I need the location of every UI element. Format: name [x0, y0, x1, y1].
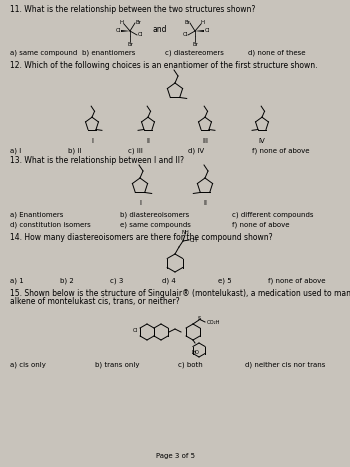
Text: f) none of above: f) none of above — [252, 148, 309, 155]
Text: and: and — [153, 24, 167, 34]
Text: d) constitution isomers: d) constitution isomers — [10, 221, 91, 227]
Text: 15. Shown below is the structure of Singulair® (montelukast), a medication used : 15. Shown below is the structure of Sing… — [10, 289, 350, 298]
Text: e) 5: e) 5 — [218, 277, 232, 283]
Text: OH: OH — [190, 238, 198, 242]
Text: a) Enantiomers: a) Enantiomers — [10, 211, 63, 218]
Text: c) 3: c) 3 — [110, 277, 123, 283]
Text: Br: Br — [135, 20, 141, 24]
Text: b) II: b) II — [68, 148, 81, 155]
Text: II: II — [203, 200, 207, 206]
Text: Br: Br — [192, 42, 198, 47]
Text: b) enantiomers: b) enantiomers — [82, 49, 135, 56]
Polygon shape — [121, 30, 130, 32]
Text: 13. What is the relationship between I and II?: 13. What is the relationship between I a… — [10, 156, 184, 165]
Text: b) diastereoisomers: b) diastereoisomers — [120, 211, 189, 218]
Text: d) neither cis nor trans: d) neither cis nor trans — [245, 362, 326, 368]
Text: Br: Br — [127, 42, 133, 47]
Text: I: I — [139, 200, 141, 206]
Text: f) none of above: f) none of above — [268, 277, 326, 283]
Text: c) both: c) both — [178, 362, 203, 368]
Text: NH: NH — [181, 231, 189, 235]
Text: IV: IV — [259, 138, 265, 144]
Text: a) cis only: a) cis only — [10, 362, 46, 368]
Text: III: III — [202, 138, 208, 144]
Text: Cl: Cl — [137, 33, 143, 37]
Text: a) I: a) I — [10, 148, 21, 155]
Text: 11. What is the relationship between the two structures shown?: 11. What is the relationship between the… — [10, 5, 256, 14]
Text: f) none of above: f) none of above — [232, 221, 289, 227]
Text: a) same compound: a) same compound — [10, 49, 77, 56]
Text: II: II — [146, 138, 150, 144]
Text: c) III: c) III — [128, 148, 143, 155]
Text: d) 4: d) 4 — [162, 277, 176, 283]
Text: a) 1: a) 1 — [10, 277, 24, 283]
Text: Cl: Cl — [132, 327, 138, 333]
Polygon shape — [195, 30, 204, 32]
Text: I: I — [91, 138, 93, 144]
Text: CO₂H: CO₂H — [207, 319, 220, 325]
Text: Cl: Cl — [204, 28, 210, 34]
Text: d) IV: d) IV — [188, 148, 204, 155]
Text: Br: Br — [184, 20, 190, 24]
Text: S: S — [197, 317, 201, 321]
Text: c) different compounds: c) different compounds — [232, 211, 314, 218]
Text: 12. Which of the following choices is an enantiomer of the first structure shown: 12. Which of the following choices is an… — [10, 61, 317, 70]
Text: Cl: Cl — [116, 28, 121, 34]
Text: H: H — [201, 20, 205, 24]
Text: b) trans only: b) trans only — [95, 362, 140, 368]
Text: e) same compounds: e) same compounds — [120, 221, 191, 227]
Text: d) none of these: d) none of these — [248, 49, 306, 56]
Text: HO: HO — [191, 349, 199, 354]
Text: Page 3 of 5: Page 3 of 5 — [155, 453, 195, 459]
Text: b) 2: b) 2 — [60, 277, 74, 283]
Text: Cl: Cl — [182, 33, 188, 37]
Text: alkene of montelukast cis, trans, or neither?: alkene of montelukast cis, trans, or nei… — [10, 297, 180, 306]
Text: 14. How many diastereoisomers are there for the compound shown?: 14. How many diastereoisomers are there … — [10, 233, 273, 242]
Text: H: H — [120, 20, 124, 24]
Text: c) diastereomers: c) diastereomers — [165, 49, 224, 56]
